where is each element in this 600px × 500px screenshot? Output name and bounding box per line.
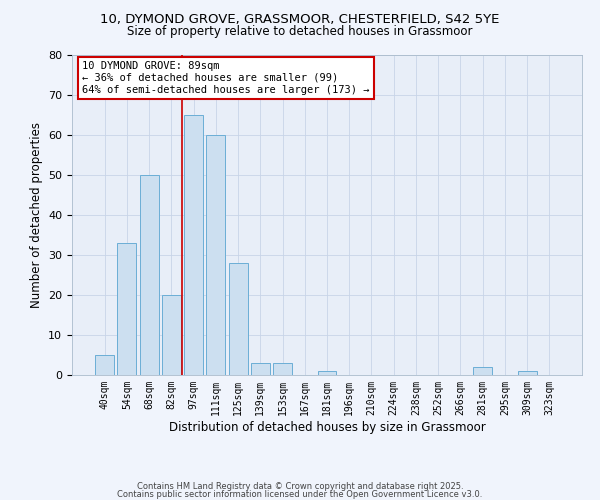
Text: Size of property relative to detached houses in Grassmoor: Size of property relative to detached ho… xyxy=(127,25,473,38)
Bar xyxy=(473,367,492,375)
Bar xyxy=(118,243,136,375)
Text: 10 DYMOND GROVE: 89sqm
← 36% of detached houses are smaller (99)
64% of semi-det: 10 DYMOND GROVE: 89sqm ← 36% of detached… xyxy=(82,62,370,94)
Text: 10, DYMOND GROVE, GRASSMOOR, CHESTERFIELD, S42 5YE: 10, DYMOND GROVE, GRASSMOOR, CHESTERFIEL… xyxy=(100,12,500,26)
Bar xyxy=(140,175,158,375)
Y-axis label: Number of detached properties: Number of detached properties xyxy=(29,122,43,308)
Bar xyxy=(206,135,225,375)
Bar xyxy=(184,115,203,375)
Bar xyxy=(95,355,114,375)
Bar xyxy=(229,263,248,375)
Bar xyxy=(273,363,292,375)
Text: Contains public sector information licensed under the Open Government Licence v3: Contains public sector information licen… xyxy=(118,490,482,499)
Text: Contains HM Land Registry data © Crown copyright and database right 2025.: Contains HM Land Registry data © Crown c… xyxy=(137,482,463,491)
X-axis label: Distribution of detached houses by size in Grassmoor: Distribution of detached houses by size … xyxy=(169,420,485,434)
Bar xyxy=(518,371,536,375)
Bar xyxy=(162,295,181,375)
Bar xyxy=(317,371,337,375)
Bar xyxy=(251,363,270,375)
